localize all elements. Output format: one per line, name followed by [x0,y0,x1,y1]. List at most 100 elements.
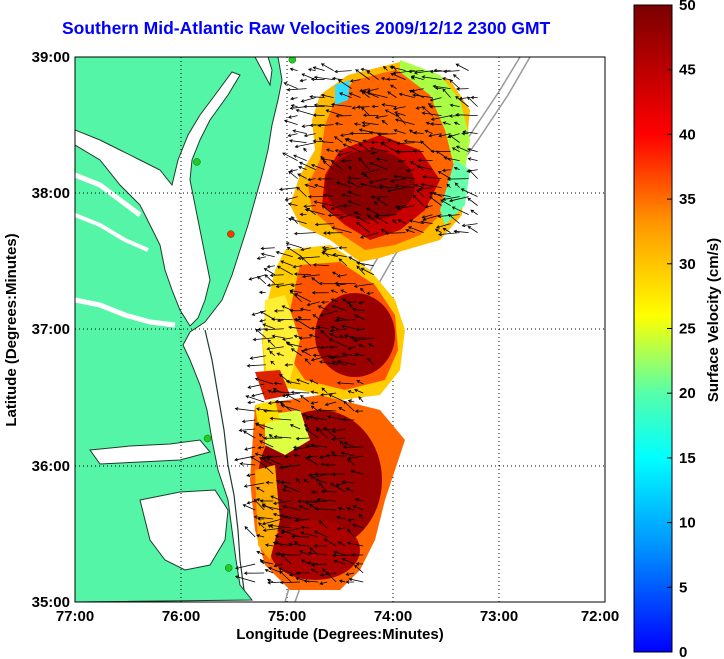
velocity-arrow [320,330,330,339]
velocity-arrow [286,87,307,92]
velocity-arrow [300,531,319,538]
velocity-arrow [304,500,328,505]
velocity-arrow [347,200,361,206]
velocity-arrow [329,328,347,333]
velocity-arrow [313,544,328,548]
velocity-arrow [311,277,321,285]
velocity-arrow [275,250,293,258]
colorbar-label: Surface Velocity (cm/s) [705,238,722,402]
velocity-arrow [301,349,312,357]
velocity-arrow [349,469,364,475]
velocity-arrow [443,156,460,162]
map-title: Southern Mid-Atlantic Raw Velocities 200… [62,18,551,38]
velocity-arrow [319,581,328,586]
velocity-arrow [310,163,325,170]
velocity-arrow [320,93,334,99]
velocity-arrow [343,441,355,448]
velocity-arrow [234,407,256,412]
velocity-arrow [403,139,424,144]
velocity-arrow [278,187,298,192]
x-axis-ticks: 77:00 76:00 75:00 74:00 73:00 72:00 [56,608,619,625]
velocity-arrow [323,247,338,252]
velocity-arrow [345,137,361,144]
velocity-arrow [266,578,274,583]
velocity-arrow [327,213,343,218]
velocity-arrow [366,214,379,224]
velocity-arrow [280,514,301,520]
velocity-arrow [322,160,334,170]
velocity-arrow [416,189,424,197]
velocity-arrow [320,300,329,305]
velocity-arrow [362,90,379,98]
velocity-arrow [455,95,469,107]
velocity-arrow [246,500,256,505]
velocity-arrow [269,523,292,529]
velocity-arrow [359,287,366,294]
velocity-arrow [355,216,370,224]
velocity-arrow [347,518,355,522]
velocity-arrow [384,231,406,236]
velocity-arrow [336,526,346,531]
velocity-arrow [355,327,365,332]
velocity-arrow [336,381,355,385]
velocity-arrow [340,324,356,330]
velocity-arrow [441,168,451,173]
y-axis-ticks: 39:00 38:00 37:00 36:00 35:00 [32,49,70,611]
velocity-arrow [300,395,310,403]
velocity-arrow [298,165,307,170]
velocity-arrow [320,63,334,71]
velocity-arrow [321,387,328,394]
velocity-arrow [259,319,266,323]
velocity-arrow [467,96,478,107]
x-tick: 77:00 [56,608,94,625]
colorbar-tick-label: 45 [679,62,696,79]
velocity-arrow [271,317,293,321]
velocity-arrow [322,193,334,198]
x-tick: 74:00 [374,608,412,625]
velocity-arrow [293,154,307,161]
velocity-arrow [284,363,293,367]
velocity-arrow [345,572,355,576]
velocity-arrow [470,95,478,100]
velocity-arrow [454,182,460,188]
velocity-arrow [252,337,275,342]
velocity-arrow [396,205,415,210]
velocity-arrow [361,121,379,126]
velocity-arrow [290,283,302,287]
velocity-arrow [256,256,266,260]
colorbar-tick-label: 30 [679,256,696,273]
velocity-field-south [250,395,405,590]
velocity-arrow [290,534,310,539]
velocity-arrow [303,579,319,583]
velocity-arrow [247,383,265,389]
velocity-arrow [451,147,460,152]
velocity-arrow [347,176,361,180]
velocity-arrow [398,92,415,99]
velocity-arrow [243,571,265,575]
velocity-arrow [353,211,361,215]
velocity-arrow [360,169,379,175]
velocity-arrow [340,159,352,163]
velocity-arrow [286,246,303,258]
velocity-arrow [272,389,292,394]
velocity-arrow [361,106,370,116]
velocity-arrow [353,388,364,394]
velocity-arrow [312,66,325,72]
velocity-arrow [331,76,343,81]
velocity-arrow [260,252,275,258]
velocity-arrow [462,130,478,135]
velocity-arrow [301,256,312,267]
velocity-arrow [266,283,284,287]
velocity-arrow [449,79,460,89]
y-tick: 39:00 [32,49,70,66]
velocity-arrow [396,141,415,146]
velocity-arrow [288,542,310,547]
velocity-arrow [338,335,347,339]
velocity-arrow [336,283,347,287]
velocity-arrow [297,316,303,321]
velocity-arrow [417,158,433,163]
velocity-arrow [392,106,406,111]
velocity-arrow [282,152,298,161]
velocity-arrow [253,498,265,511]
velocity-arrow [351,553,364,557]
